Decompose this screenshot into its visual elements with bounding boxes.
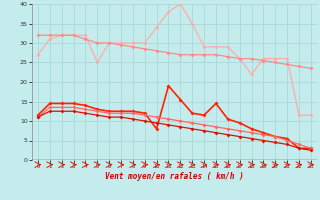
X-axis label: Vent moyen/en rafales ( km/h ): Vent moyen/en rafales ( km/h ) — [105, 172, 244, 181]
